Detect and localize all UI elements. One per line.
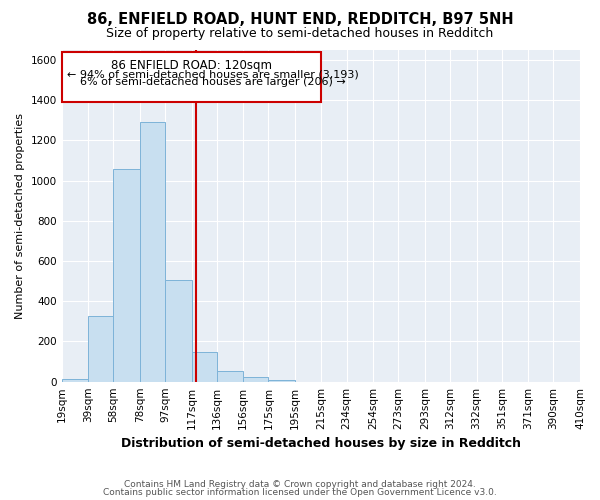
Bar bbox=[243, 376, 268, 382]
Bar bbox=[113, 168, 140, 382]
Bar bbox=[191, 352, 217, 382]
Text: ← 94% of semi-detached houses are smaller (3,193): ← 94% of semi-detached houses are smalle… bbox=[67, 69, 359, 79]
Text: Size of property relative to semi-detached houses in Redditch: Size of property relative to semi-detach… bbox=[106, 28, 494, 40]
Text: Contains HM Land Registry data © Crown copyright and database right 2024.: Contains HM Land Registry data © Crown c… bbox=[124, 480, 476, 489]
Text: 86 ENFIELD ROAD: 120sqm: 86 ENFIELD ROAD: 120sqm bbox=[111, 59, 272, 72]
Bar bbox=[62, 378, 88, 382]
Bar bbox=[140, 122, 165, 382]
X-axis label: Distribution of semi-detached houses by size in Redditch: Distribution of semi-detached houses by … bbox=[121, 437, 521, 450]
Bar bbox=[165, 280, 191, 382]
FancyBboxPatch shape bbox=[62, 52, 322, 102]
Text: Contains public sector information licensed under the Open Government Licence v3: Contains public sector information licen… bbox=[103, 488, 497, 497]
Bar bbox=[268, 380, 295, 382]
Bar bbox=[217, 370, 243, 382]
Text: 86, ENFIELD ROAD, HUNT END, REDDITCH, B97 5NH: 86, ENFIELD ROAD, HUNT END, REDDITCH, B9… bbox=[86, 12, 514, 28]
Text: 6% of semi-detached houses are larger (206) →: 6% of semi-detached houses are larger (2… bbox=[80, 77, 346, 87]
Bar bbox=[88, 316, 113, 382]
Y-axis label: Number of semi-detached properties: Number of semi-detached properties bbox=[15, 113, 25, 319]
